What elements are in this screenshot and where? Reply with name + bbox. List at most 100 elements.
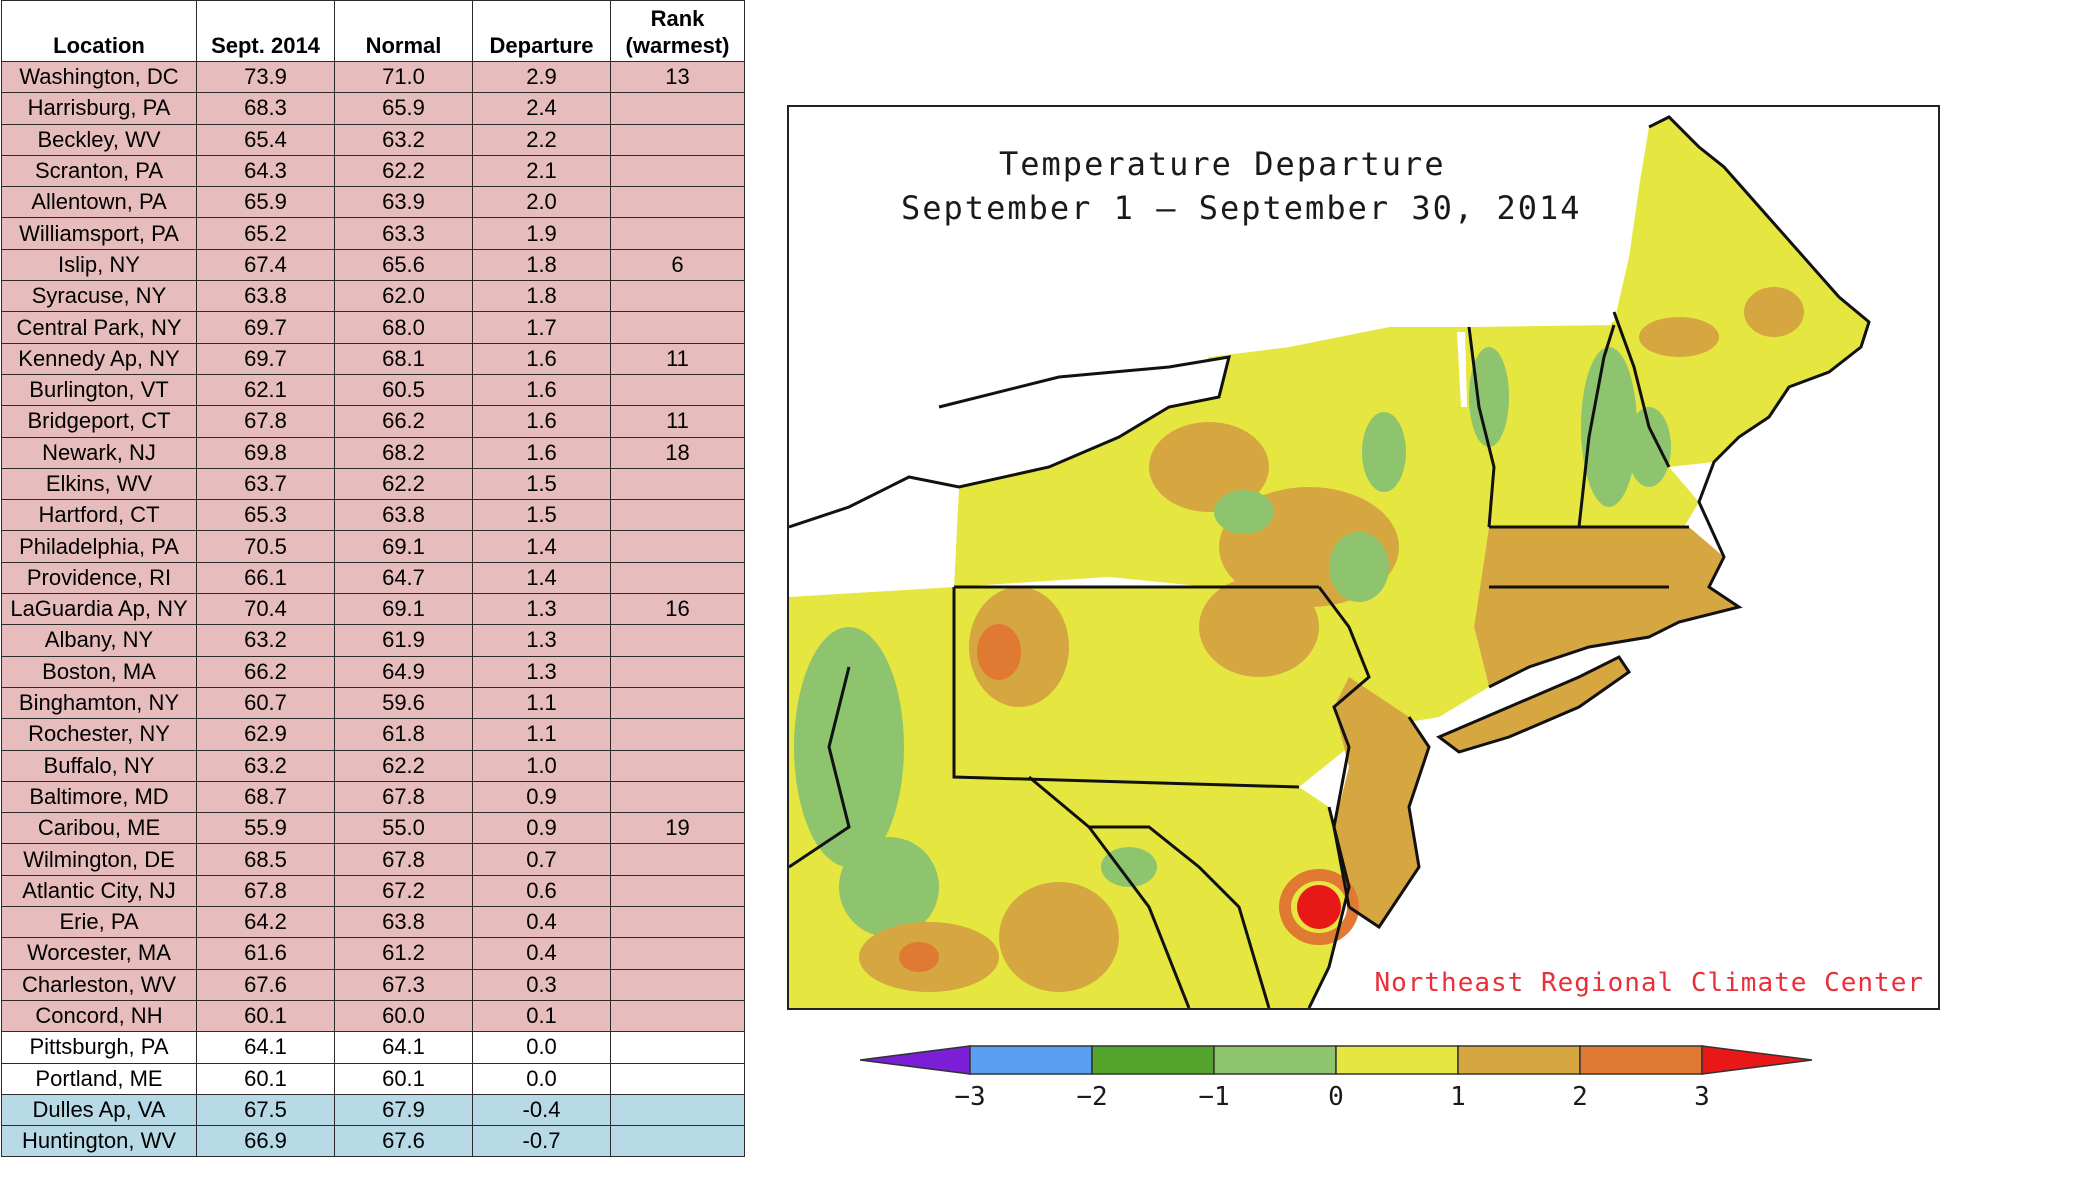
table-row: Boston, MA 66.2 64.9 1.3: [1, 655, 745, 688]
cell-normal: 67.8: [334, 843, 473, 876]
color-legend: [860, 1045, 1813, 1075]
cell-dep: 0.1: [472, 999, 611, 1033]
legend-tick-label: −1: [1198, 1082, 1230, 1112]
blob-green-vt: [1469, 347, 1509, 447]
table-header-row: Location Sept. 2014 Normal Departure Ran…: [1, 0, 745, 62]
table-row: Kennedy Ap, NY 69.7 68.1 1.6 11: [1, 342, 745, 375]
cell-loc: Portland, ME: [1, 1062, 197, 1095]
border-pa: [952, 585, 1319, 789]
table-row: Rochester, NY 62.9 61.8 1.1: [1, 718, 745, 751]
cell-normal: 64.9: [334, 655, 473, 688]
cell-dep: 0.6: [472, 874, 611, 908]
cell-loc: Burlington, VT: [1, 373, 197, 407]
table-row: Atlantic City, NJ 67.8 67.2 0.6: [1, 874, 745, 908]
cell-rank: [610, 968, 745, 1001]
cell-dep: 1.6: [472, 342, 611, 375]
blob-green-ny-2: [1214, 490, 1274, 534]
cell-sept: 67.8: [196, 405, 335, 438]
cell-dep: 0.4: [472, 906, 611, 939]
cell-loc: Kennedy Ap, NY: [1, 342, 197, 375]
cell-sept: 63.7: [196, 467, 335, 501]
cell-loc: Beckley, WV: [1, 123, 197, 156]
table-row: Islip, NY 67.4 65.6 1.8 6: [1, 248, 745, 282]
header-rank: Rank (warmest): [610, 0, 745, 62]
table-row: Caribou, ME 55.9 55.0 0.9 19: [1, 812, 745, 845]
cell-normal: 61.2: [334, 937, 473, 970]
table-row: Syracuse, NY 63.8 62.0 1.8: [1, 280, 745, 313]
table-row: LaGuardia Ap, NY 70.4 69.1 1.3 16: [1, 593, 745, 626]
table-row: Providence, RI 66.1 64.7 1.4: [1, 561, 745, 595]
cell-loc: Charleston, WV: [1, 968, 197, 1001]
legend-bin: [1335, 1045, 1459, 1075]
cell-sept: 70.5: [196, 530, 335, 563]
cell-normal: 67.8: [334, 780, 473, 814]
cell-dep: 1.1: [472, 686, 611, 720]
cell-rank: [610, 749, 745, 782]
coast-lakes: [789, 355, 1232, 529]
cell-rank: [610, 373, 745, 407]
table-row: Newark, NJ 69.8 68.2 1.6 18: [1, 436, 745, 469]
cell-rank: 13: [610, 60, 745, 94]
cell-loc: Elkins, WV: [1, 467, 197, 501]
cell-loc: Binghamton, NY: [1, 686, 197, 720]
legend-bin: [1091, 1045, 1215, 1075]
blob-green-wv: [839, 837, 939, 937]
table-row: Worcester, MA 61.6 61.2 0.4: [1, 937, 745, 970]
cell-normal: 67.9: [334, 1093, 473, 1127]
cell-loc: Williamsport, PA: [1, 217, 197, 250]
cell-rank: [610, 561, 745, 595]
cell-dep: 0.0: [472, 1031, 611, 1064]
cell-sept: 63.8: [196, 280, 335, 313]
table-row: Concord, NH 60.1 60.0 0.1: [1, 999, 745, 1033]
cell-dep: 1.5: [472, 499, 611, 532]
cell-dep: 1.6: [472, 436, 611, 469]
table-row: Bridgeport, CT 67.8 66.2 1.6 11: [1, 405, 745, 438]
table-row: Central Park, NY 69.7 68.0 1.7: [1, 311, 745, 344]
table-row: Washington, DC 73.9 71.0 2.9 13: [1, 60, 745, 94]
legend-tick-label: 2: [1572, 1082, 1588, 1112]
cell-loc: Dulles Ap, VA: [1, 1093, 197, 1127]
cell-loc: Albany, NY: [1, 624, 197, 657]
table-row: Albany, NY 63.2 61.9 1.3: [1, 624, 745, 657]
map-credit: Northeast Regional Climate Center: [1374, 968, 1924, 998]
cell-dep: -0.7: [472, 1125, 611, 1158]
cell-loc: Newark, NJ: [1, 436, 197, 469]
cell-normal: 60.0: [334, 999, 473, 1033]
map-title: Temperature Departure: [999, 145, 1446, 183]
cell-normal: 67.6: [334, 1125, 473, 1158]
cell-loc: Allentown, PA: [1, 186, 197, 219]
cell-rank: [610, 123, 745, 156]
header-departure: Departure: [472, 0, 611, 62]
blob-green-ohio: [794, 627, 904, 867]
cell-rank: [610, 311, 745, 344]
cell-loc: Concord, NH: [1, 999, 197, 1033]
cell-loc: Buffalo, NY: [1, 749, 197, 782]
cell-sept: 69.8: [196, 436, 335, 469]
cell-rank: 11: [610, 342, 745, 375]
cell-normal: 65.6: [334, 248, 473, 282]
cell-loc: Hartford, CT: [1, 499, 197, 532]
table-row: Buffalo, NY 63.2 62.2 1.0: [1, 749, 745, 782]
cell-dep: 0.9: [472, 780, 611, 814]
cell-rank: [610, 906, 745, 939]
table-row: Allentown, PA 65.9 63.9 2.0: [1, 186, 745, 219]
cell-sept: 62.9: [196, 718, 335, 751]
cell-sept: 66.2: [196, 655, 335, 688]
cell-normal: 61.8: [334, 718, 473, 751]
cell-sept: 68.3: [196, 92, 335, 125]
cell-rank: [610, 1125, 745, 1158]
cell-loc: Central Park, NY: [1, 311, 197, 344]
cell-dep: 1.4: [472, 530, 611, 563]
cell-rank: [610, 874, 745, 908]
cell-rank: 19: [610, 812, 745, 845]
coastline: [789, 115, 1871, 1008]
cell-rank: [610, 718, 745, 751]
cell-rank: [610, 467, 745, 501]
table-row: Scranton, PA 64.3 62.2 2.1: [1, 154, 745, 188]
region-southern-new-england: [1474, 527, 1739, 687]
cell-dep: 2.0: [472, 186, 611, 219]
cell-sept: 65.3: [196, 499, 335, 532]
legend-tick-label: 1: [1450, 1082, 1466, 1112]
cell-normal: 63.3: [334, 217, 473, 250]
cell-loc: Rochester, NY: [1, 718, 197, 751]
